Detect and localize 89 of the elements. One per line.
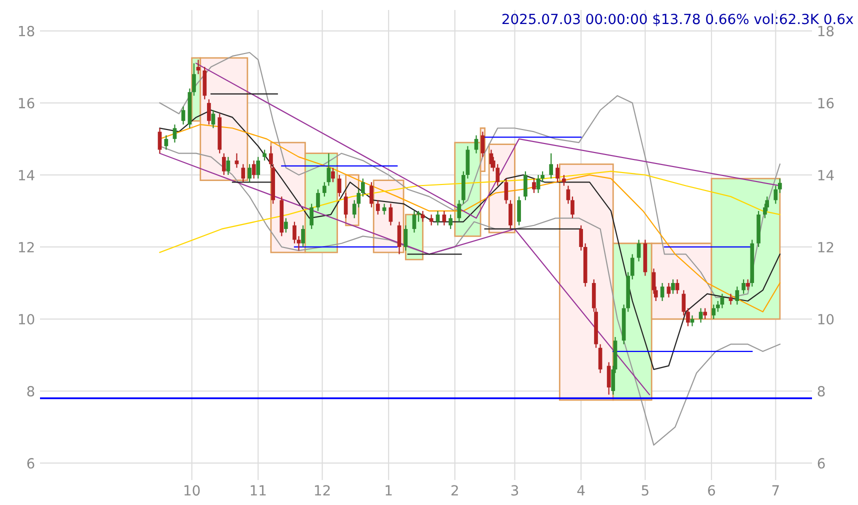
x-tick-label: 7 — [772, 485, 779, 496]
candlestick — [598, 344, 602, 374]
candlestick — [682, 290, 686, 316]
candlestick — [735, 286, 740, 306]
candlestick — [429, 214, 434, 226]
y-tick-label: 10 — [18, 314, 34, 324]
x-tick-label: 1 — [386, 485, 392, 496]
candlestick — [252, 160, 256, 180]
candlestick — [671, 278, 675, 294]
candlestick — [370, 182, 374, 208]
candlestick — [517, 196, 521, 226]
candlestick — [436, 210, 440, 226]
candlestick — [256, 156, 260, 180]
x-tick-label: 10 — [184, 485, 200, 496]
candlestick — [536, 174, 540, 194]
candlestick — [248, 164, 252, 183]
candlestick — [181, 106, 186, 126]
x-tick-label: 3 — [511, 485, 518, 496]
x-tick-label: 12 — [314, 485, 330, 496]
candlestick — [630, 254, 634, 280]
candlestick — [660, 282, 664, 302]
candlestick — [284, 218, 288, 234]
y2-tick-label: 6 — [818, 458, 825, 469]
chart-title: 2025.07.03 00:00:00 $13.78 0.66% vol:62.3K 0.6x — [502, 13, 854, 26]
candlestick — [376, 200, 380, 216]
candlestick — [211, 110, 216, 129]
x-tick-label: 5 — [642, 485, 648, 496]
y2-tick-label: 10 — [818, 314, 834, 324]
y-tick-label: 18 — [18, 26, 34, 36]
candlestick — [388, 203, 393, 226]
candlestick — [579, 224, 583, 252]
candlestick — [742, 278, 746, 294]
y2-tick-label: 12 — [818, 242, 834, 252]
line-series — [196, 62, 780, 219]
candlestick — [442, 210, 446, 226]
candlestick — [774, 185, 778, 204]
candlestick — [778, 178, 782, 194]
candlestick — [226, 156, 230, 176]
candlestick — [158, 128, 162, 154]
candlestick — [360, 178, 365, 198]
candlestick — [508, 200, 512, 230]
y2-tick-label: 8 — [818, 386, 825, 397]
candlestick — [326, 152, 331, 186]
y-tick-label: 12 — [18, 242, 34, 252]
y-tick-label: 6 — [27, 458, 34, 469]
candlestick — [331, 167, 335, 183]
line-series — [159, 124, 780, 312]
y-tick-label: 16 — [18, 98, 34, 108]
y-tick-label: 14 — [18, 170, 34, 180]
candlestick — [316, 188, 320, 212]
candlestick — [549, 152, 554, 180]
candlestick — [207, 98, 211, 126]
candlestick — [164, 134, 168, 150]
candlestick — [301, 224, 305, 248]
candlestick — [703, 308, 707, 320]
candlestick — [457, 200, 462, 222]
candlestick — [448, 214, 453, 230]
candlestick — [310, 203, 314, 230]
candlestick — [241, 164, 246, 183]
line-series — [159, 170, 780, 253]
line-series — [159, 152, 650, 396]
candlestick — [686, 308, 690, 327]
y2-tick-label: 16 — [818, 98, 834, 108]
candlestick — [524, 170, 528, 201]
y2-tick-label: 14 — [818, 170, 834, 180]
candlestick — [712, 304, 716, 320]
x-tick-label: 4 — [577, 485, 585, 496]
candlestick — [636, 239, 641, 262]
candlestick — [222, 152, 226, 176]
candlestick — [412, 210, 416, 234]
candlestick — [746, 278, 750, 291]
candlestick — [606, 362, 611, 396]
x-tick-label: 6 — [708, 485, 716, 496]
candlestick — [172, 124, 177, 144]
x-tick-label: 11 — [250, 485, 266, 496]
y2-tick-label: 18 — [818, 26, 834, 36]
y-tick-label: 8 — [27, 386, 34, 397]
candlestick — [562, 174, 566, 186]
candlestick — [344, 192, 348, 219]
candlestick — [532, 178, 536, 194]
candlestick — [337, 174, 342, 198]
candlestick — [262, 149, 266, 162]
candlestick — [556, 164, 560, 183]
candlestick — [322, 182, 326, 198]
candlestick — [666, 282, 671, 298]
candlestick — [404, 224, 408, 252]
x-tick-label: 2 — [451, 485, 458, 496]
candlestick — [397, 221, 402, 255]
candlestick — [504, 178, 508, 204]
